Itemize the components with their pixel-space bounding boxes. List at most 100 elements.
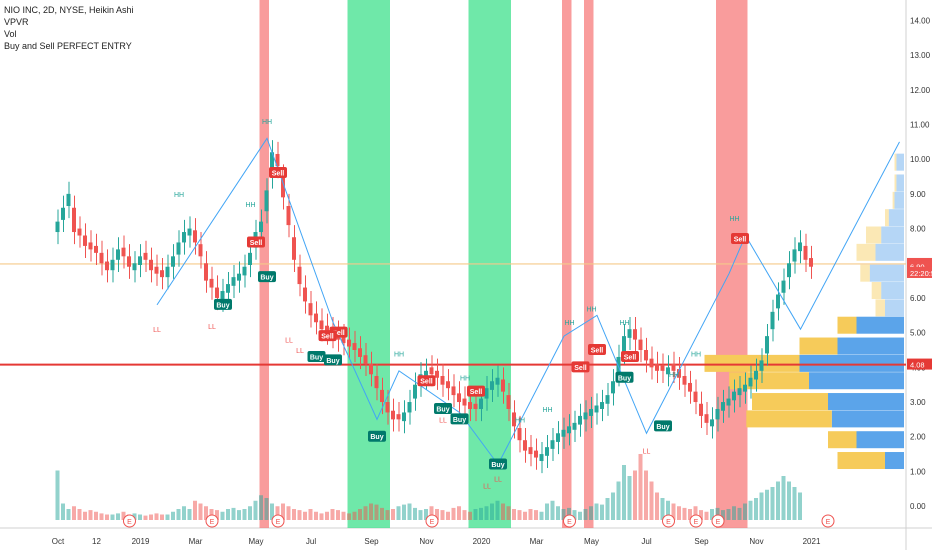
volume-bar: [429, 506, 434, 520]
earnings-marker-label: E: [127, 519, 132, 526]
candle-body: [88, 242, 93, 250]
x-tick-label: Nov: [419, 537, 433, 546]
volume-bar: [396, 506, 401, 520]
candle-body: [352, 343, 357, 350]
candle-body: [655, 363, 659, 371]
volume-bar: [209, 509, 214, 520]
candle-body: [765, 336, 769, 354]
earnings-marker: [821, 514, 835, 528]
volume-bar: [275, 506, 280, 520]
volume-bar: [765, 489, 769, 520]
candle-body: [105, 261, 109, 271]
y-tick-label: 6.00: [910, 294, 926, 303]
x-tick-label: Mar: [189, 537, 203, 546]
y-tick-label: 5.00: [910, 329, 926, 338]
candle-body: [512, 412, 516, 427]
candle-body: [275, 153, 280, 167]
legend-vol: Vol: [4, 29, 17, 39]
price-tag: [907, 260, 932, 272]
volume-bar: [99, 513, 104, 520]
candle-body: [281, 176, 285, 198]
buy-signal-badge: [307, 350, 326, 362]
sell-signal-label: Sell: [332, 330, 345, 337]
volume-bar: [457, 506, 461, 520]
volume-bar: [110, 514, 115, 520]
pivot-label: HH: [669, 372, 679, 379]
pivot-label: LL: [494, 476, 502, 483]
volume-bar: [143, 515, 148, 520]
volume-bar: [704, 511, 709, 520]
candle-body: [605, 395, 610, 404]
volume-bar: [506, 506, 511, 520]
price-tag: [907, 266, 932, 278]
buy-signal-badge: [214, 298, 232, 310]
pivot-label: HH: [262, 119, 272, 126]
volume-bar: [424, 509, 428, 520]
volume-bar: [660, 498, 665, 520]
candle-body: [286, 206, 291, 226]
y-tick-label: 14.00: [910, 16, 931, 25]
volume-bar: [303, 511, 307, 520]
candle-body: [132, 263, 137, 271]
candle-body: [726, 398, 731, 406]
x-tick-label: 2021: [803, 537, 821, 546]
volume-bar: [501, 503, 505, 520]
earnings-marker: [711, 514, 725, 528]
volume-profile-row: [894, 153, 897, 171]
volume-bar: [176, 509, 181, 520]
sell-signal-label: Sell: [420, 379, 433, 386]
buy-signal-label: Buy: [453, 417, 466, 424]
candle-body: [110, 259, 115, 271]
candle-body: [594, 405, 599, 413]
candle-body: [160, 270, 164, 278]
pivot-label: HH: [174, 192, 184, 199]
candle-body: [737, 388, 742, 396]
y-tick-label: 2.00: [910, 433, 926, 442]
candle-body: [748, 377, 753, 387]
volume-bar: [655, 492, 659, 520]
candle-body: [154, 266, 159, 274]
candle-body: [495, 377, 500, 385]
volume-profile-row: [871, 282, 882, 300]
candle-body: [204, 263, 208, 281]
volume-bar: [468, 511, 472, 520]
x-tick-label: Sep: [694, 537, 709, 546]
volume-bar: [314, 511, 318, 520]
volume-profile-row: [875, 299, 885, 317]
candle-body: [308, 303, 313, 316]
candle-body: [677, 369, 681, 378]
volume-bar: [220, 511, 225, 520]
sell-signal-label: Sell: [624, 354, 637, 361]
volume-bar: [391, 509, 395, 520]
y-tick-label: 10.00: [910, 155, 931, 164]
candle-body: [759, 360, 764, 371]
volume-bar: [402, 504, 406, 520]
volume-bar: [270, 503, 274, 520]
candle-body: [237, 273, 241, 281]
volume-bar: [231, 507, 236, 520]
volume-bar: [292, 509, 296, 520]
buy-signal-badge: [324, 354, 342, 366]
volume-bar: [572, 510, 577, 520]
volume-bar: [583, 509, 588, 520]
x-tick-label: Oct: [52, 537, 65, 546]
candle-body: [732, 391, 736, 401]
buy-signal-badge: [258, 271, 276, 283]
volume-bar: [187, 509, 192, 520]
volume-bar: [369, 503, 373, 520]
price-tag: [907, 358, 932, 370]
pivot-label: HH: [564, 320, 574, 327]
buy-signal-label: Buy: [656, 424, 669, 431]
sell-signal-badge: [571, 361, 590, 373]
volume-bar: [545, 503, 549, 520]
candle-body: [792, 249, 797, 262]
volume-bar: [671, 503, 676, 520]
volume-bar: [182, 506, 186, 520]
volume-bar: [677, 506, 681, 520]
volume-bar: [649, 481, 654, 520]
sell-signal-badge: [588, 344, 606, 355]
candle-body: [193, 230, 197, 243]
volume-profile-row: [888, 209, 904, 227]
candle-body: [303, 287, 307, 302]
